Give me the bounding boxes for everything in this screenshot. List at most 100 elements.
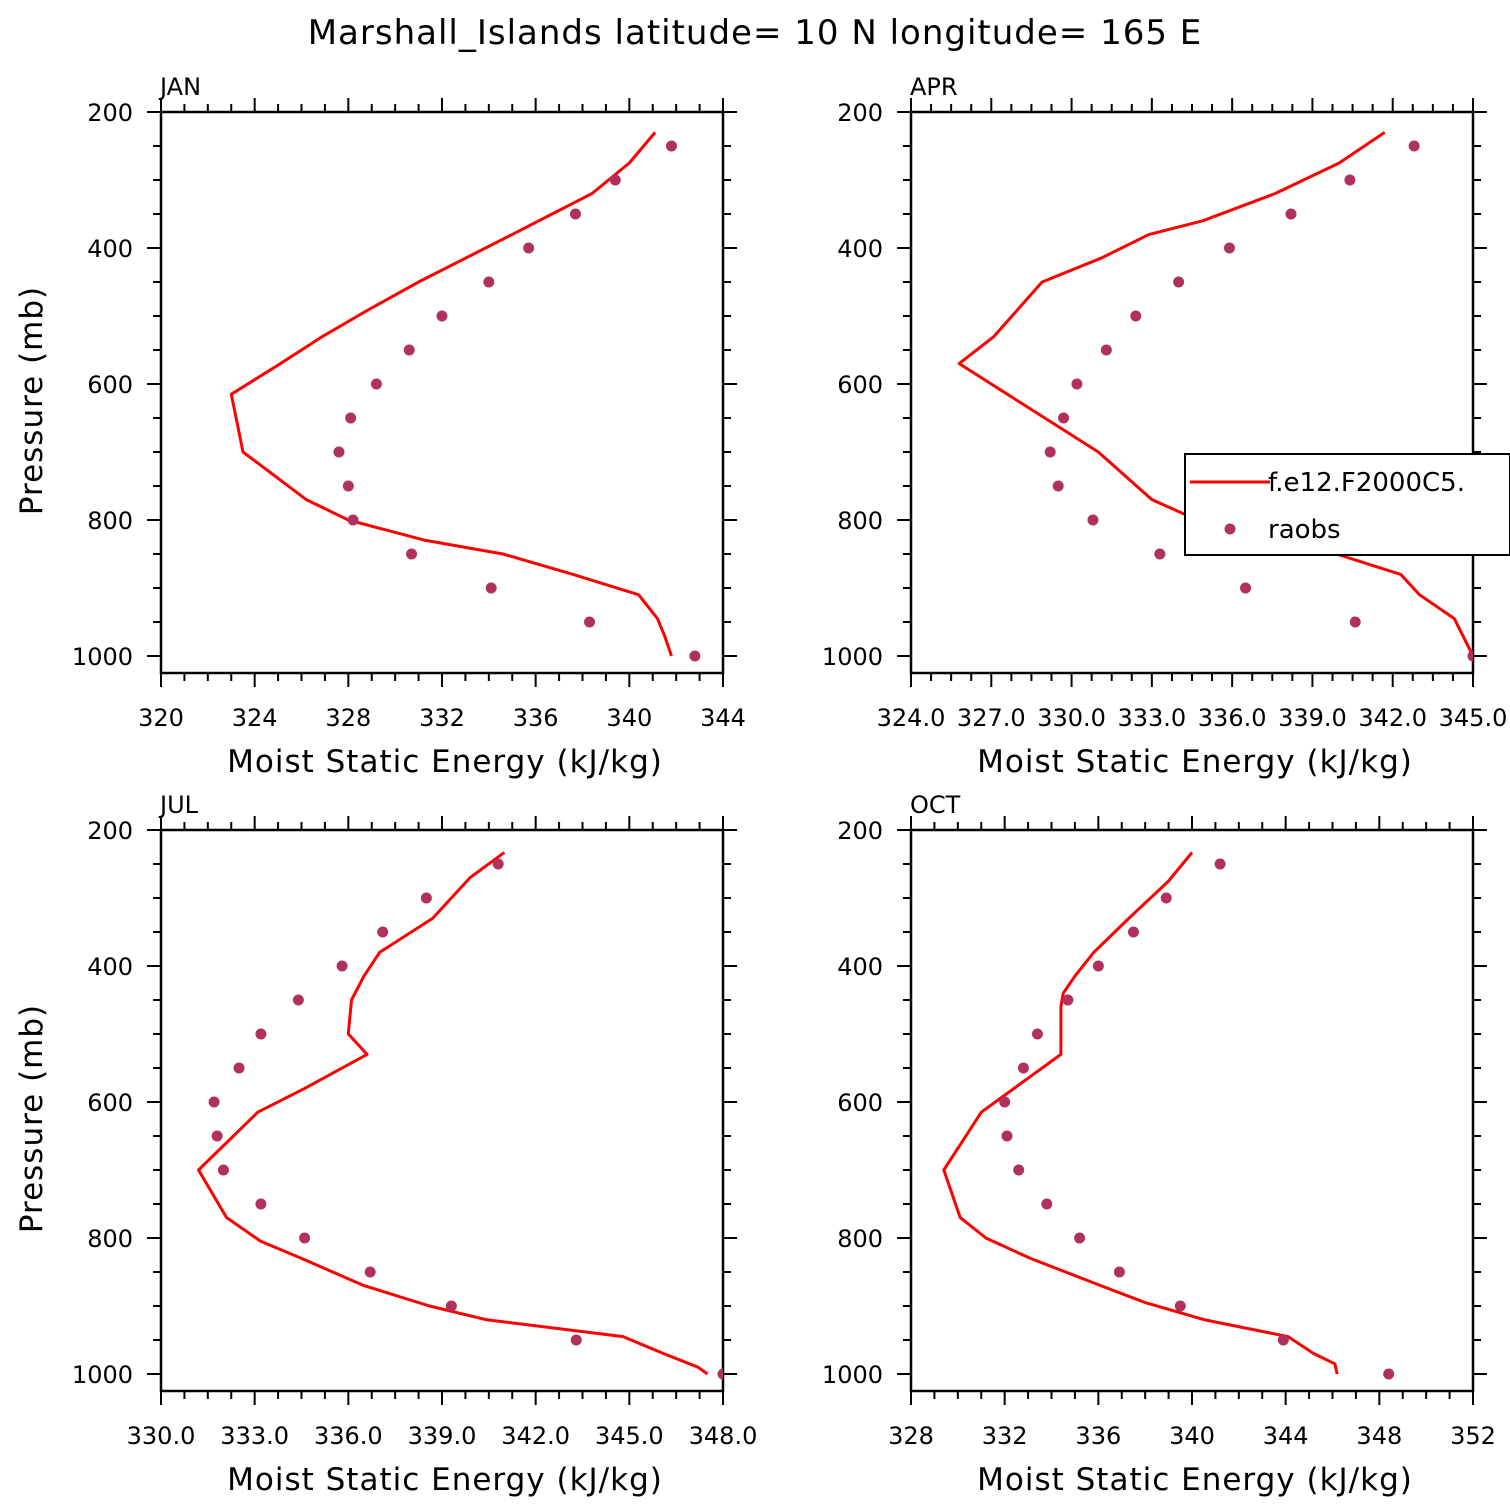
raobs-point (217, 1164, 229, 1176)
x-tick-label: 333.0 (220, 1422, 289, 1450)
raobs-point (999, 1096, 1011, 1108)
y-tick-label: 800 (837, 1225, 883, 1253)
x-tick-label: 336.0 (314, 1422, 383, 1450)
model-line (957, 131, 1473, 657)
raobs-point (1013, 1164, 1025, 1176)
x-tick-label: 336 (513, 704, 559, 732)
legend-dot-swatch (1224, 523, 1236, 535)
x-tick-label: 348 (1356, 1422, 1402, 1450)
legend-label-model: f.e12.F2000C5. (1268, 468, 1465, 498)
legend: f.e12.F2000C5. raobs (1184, 453, 1510, 556)
x-tick-label: 344 (1263, 1422, 1309, 1450)
raobs-point (420, 892, 432, 904)
x-tick-label: 345.0 (595, 1422, 664, 1450)
raobs-point (1031, 1028, 1043, 1040)
raobs-point (333, 446, 345, 458)
raobs-point (1052, 480, 1064, 492)
y-tick-label: 1000 (822, 643, 883, 671)
plot-frame (159, 828, 725, 1393)
y-axis-label: Pressure (mb) (14, 1004, 50, 1233)
x-tick-label: 332 (982, 1422, 1028, 1450)
x-tick-label: 344 (700, 704, 746, 732)
model-line (229, 131, 673, 657)
panel-title: APR (910, 73, 958, 101)
panel-title: JUL (158, 791, 199, 819)
x-tick-label: 320 (138, 704, 184, 732)
raobs-point (406, 548, 418, 560)
raobs-point (1383, 1368, 1395, 1380)
panel-title: OCT (910, 791, 961, 819)
y-tick-label: 1000 (72, 643, 133, 671)
raobs-point (1017, 1062, 1029, 1074)
x-tick-label: 327.0 (957, 704, 1026, 732)
model-line (942, 851, 1339, 1375)
x-tick-label: 333.0 (1117, 704, 1186, 732)
raobs-point (1001, 1130, 1013, 1142)
raobs-point (1058, 412, 1070, 424)
y-tick-label: 600 (837, 1089, 883, 1117)
raobs-point (1344, 174, 1356, 186)
raobs-point (1223, 242, 1235, 254)
raobs-point (436, 310, 448, 322)
raobs-point (370, 378, 382, 390)
x-tick-label: 336.0 (1198, 704, 1267, 732)
x-tick-label: 339.0 (408, 1422, 477, 1450)
raobs-point (492, 858, 504, 870)
raobs-point (523, 242, 535, 254)
x-tick-label: 345.0 (1439, 704, 1508, 732)
y-tick-label: 400 (837, 953, 883, 981)
raobs-point (569, 208, 581, 220)
raobs-point (345, 412, 357, 424)
raobs-point (1130, 310, 1142, 322)
y-tick-label: 200 (87, 99, 133, 127)
raobs-point (1240, 582, 1252, 594)
raobs-point (689, 650, 701, 662)
plot-area (197, 851, 723, 1380)
x-tick-label: 328 (325, 704, 371, 732)
panel-title: JAN (158, 73, 201, 101)
chart-panel-jul: 200 400 600 800 1000 330.0 333.0 336.0 339.0 342.… (14, 791, 757, 1498)
raobs-point (1173, 276, 1185, 288)
y-tick-label: 600 (87, 1089, 133, 1117)
legend-box (1184, 453, 1510, 556)
y-tick-label: 400 (87, 235, 133, 263)
raobs-point (1071, 378, 1083, 390)
raobs-point (255, 1198, 267, 1210)
raobs-point (609, 174, 621, 186)
y-tick-label: 800 (87, 1225, 133, 1253)
x-tick-label: 328 (888, 1422, 934, 1450)
raobs-point (1160, 892, 1172, 904)
raobs-point (1349, 616, 1361, 628)
raobs-point (717, 1368, 723, 1380)
raobs-point (485, 582, 497, 594)
raobs-point (292, 994, 304, 1006)
raobs-point (1127, 926, 1139, 938)
x-tick-label: 324 (232, 704, 278, 732)
raobs-point (584, 616, 596, 628)
x-axis-label: Moist Static Energy (kJ/kg) (227, 1462, 663, 1498)
raobs-point (1154, 548, 1166, 560)
chart-panel-jan: 200 400 600 800 1000 320 324 328 332 336 340 344 JAN… (14, 73, 746, 780)
panels: 200 400 600 800 1000 320 324 328 332 336 340 344 JAN… (14, 73, 1510, 1498)
y-tick-label: 1000 (822, 1361, 883, 1389)
raobs-point (211, 1130, 223, 1142)
y-tick-label: 800 (837, 507, 883, 535)
y-tick-label: 600 (837, 371, 883, 399)
raobs-point (377, 926, 389, 938)
plot-frame (159, 110, 725, 675)
raobs-point (1277, 1334, 1289, 1346)
plot-frame (909, 828, 1475, 1393)
raobs-point (403, 344, 415, 356)
raobs-point (255, 1028, 267, 1040)
chart-panel-oct: 200 400 600 800 1000 328 332 336 340 344 348 352 OCT… (822, 791, 1496, 1498)
raobs-point (483, 276, 495, 288)
raobs-point (1100, 344, 1112, 356)
raobs-point (1174, 1300, 1186, 1312)
y-tick-label: 1000 (72, 1361, 133, 1389)
raobs-point (299, 1232, 311, 1244)
plot-area (942, 851, 1395, 1380)
y-tick-label: 200 (837, 817, 883, 845)
x-axis-label: Moist Static Energy (kJ/kg) (977, 1462, 1413, 1498)
y-tick-label: 400 (837, 235, 883, 263)
plot-area (957, 131, 1473, 662)
